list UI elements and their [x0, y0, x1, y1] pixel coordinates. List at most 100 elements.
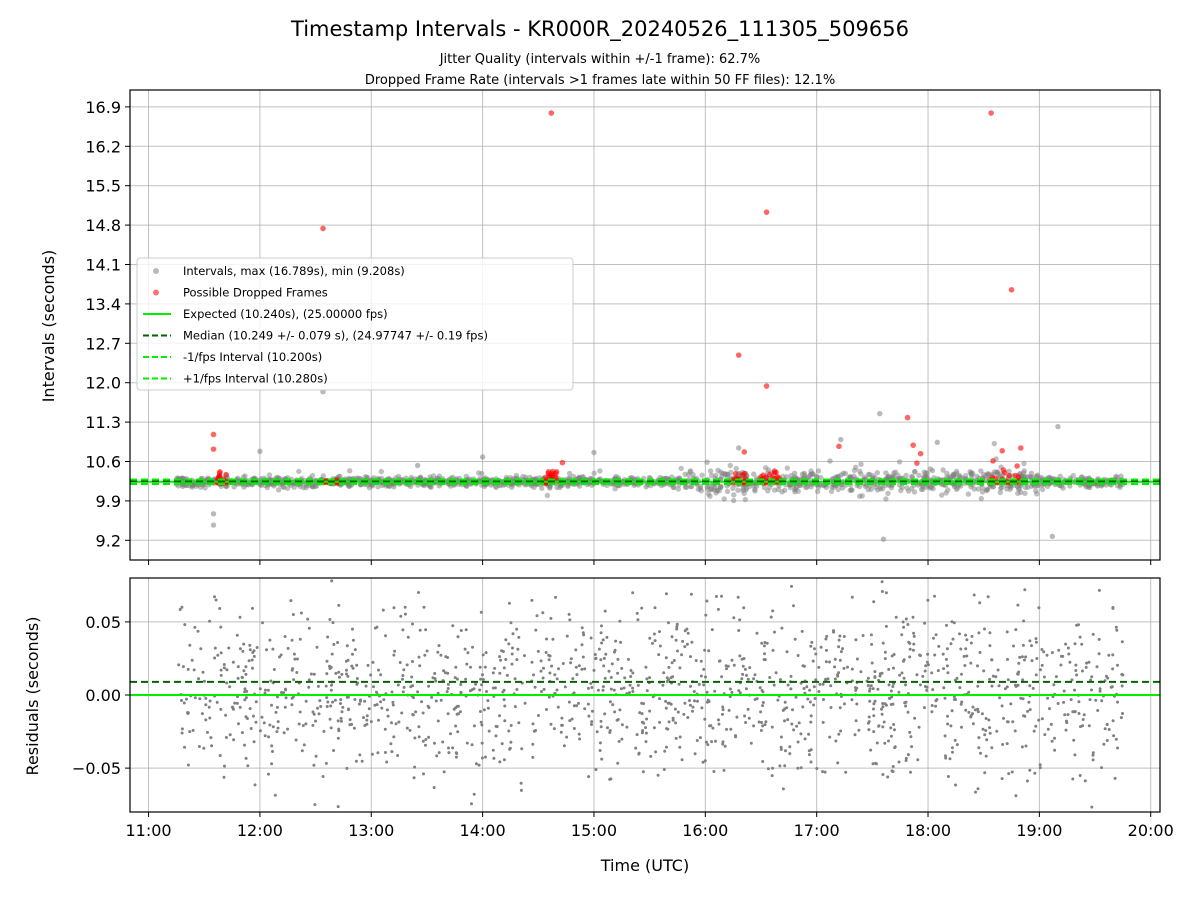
residual-point — [350, 722, 354, 726]
residual-point — [1116, 746, 1120, 750]
residual-point — [640, 731, 644, 735]
residual-point — [667, 665, 671, 669]
residual-point — [923, 669, 927, 673]
residual-point — [390, 690, 394, 694]
residual-point — [480, 723, 484, 727]
residual-point — [601, 688, 605, 692]
residual-point — [790, 722, 794, 726]
residual-point — [345, 766, 349, 770]
interval-point — [885, 490, 891, 497]
residual-point — [1074, 669, 1078, 672]
interval-point — [664, 475, 670, 481]
top-ytick-label-0: 9.2 — [96, 531, 121, 550]
residual-point — [965, 654, 969, 658]
residual-point — [946, 671, 950, 675]
interval-point — [847, 487, 853, 493]
residual-point — [642, 702, 646, 706]
dropped-frame-point — [910, 442, 916, 448]
residual-point — [252, 740, 256, 744]
interval-point — [912, 469, 918, 475]
residual-point — [776, 698, 780, 702]
residual-point — [470, 743, 474, 747]
residual-point — [421, 739, 425, 743]
residual-point — [869, 748, 873, 752]
top-ytick-label-8: 14.8 — [85, 216, 121, 235]
interval-point — [927, 466, 933, 472]
residual-point — [610, 662, 614, 666]
residual-point — [976, 707, 980, 711]
residual-point — [730, 658, 734, 662]
residual-point — [547, 653, 551, 657]
interval-point — [934, 439, 940, 446]
residual-point — [1107, 653, 1111, 657]
residual-point — [222, 663, 226, 666]
residual-point — [960, 725, 963, 729]
residual-point — [582, 633, 586, 637]
residual-point — [1087, 724, 1091, 728]
residual-point — [930, 704, 934, 707]
interval-point — [1049, 533, 1056, 540]
residual-point — [433, 741, 436, 745]
residual-point — [871, 762, 875, 766]
residual-point — [763, 652, 766, 656]
residual-point — [251, 651, 255, 654]
residual-point — [953, 738, 957, 742]
residual-point — [728, 687, 732, 691]
residual-point — [877, 724, 881, 728]
residual-point — [377, 718, 380, 722]
residual-point — [366, 663, 370, 667]
residual-point — [675, 625, 679, 629]
interval-point — [782, 487, 788, 493]
residual-point — [763, 641, 767, 644]
residual-point — [857, 728, 861, 732]
residual-point — [248, 707, 252, 711]
interval-point — [892, 469, 899, 475]
residual-point — [806, 697, 810, 701]
residual-point — [676, 649, 679, 653]
residual-point — [225, 668, 229, 672]
residual-point — [193, 696, 197, 700]
interval-point — [242, 473, 248, 479]
residual-point — [832, 630, 836, 634]
residual-point — [755, 631, 759, 635]
residual-point — [1012, 644, 1015, 648]
residual-point — [186, 667, 190, 671]
interval-point — [721, 496, 727, 502]
residual-point — [918, 654, 922, 658]
residual-point — [748, 666, 752, 670]
residual-point — [870, 642, 874, 646]
residual-point — [292, 678, 296, 682]
residual-point — [1024, 655, 1028, 659]
residual-point — [705, 599, 709, 603]
residual-point — [508, 747, 512, 751]
interval-point — [733, 465, 739, 472]
residual-point — [1005, 630, 1009, 634]
residual-point — [541, 676, 545, 680]
residual-point — [427, 735, 431, 739]
residual-point — [854, 638, 858, 642]
residual-point — [946, 722, 950, 726]
residual-point — [1045, 653, 1049, 657]
residual-point — [981, 727, 985, 731]
residual-point — [435, 754, 439, 758]
residual-point — [298, 710, 302, 714]
residual-point — [765, 641, 769, 645]
dropped-frame-point — [223, 471, 229, 478]
residual-point — [616, 761, 620, 765]
residual-point — [1111, 653, 1115, 657]
residual-point — [620, 723, 624, 727]
residual-point — [369, 720, 373, 724]
residual-point — [495, 725, 499, 728]
residual-point — [275, 705, 279, 709]
residual-point — [911, 615, 915, 619]
residual-point — [355, 663, 359, 667]
intervals-panel: 9.29.910.611.312.012.713.414.114.815.516… — [85, 89, 1161, 565]
residual-point — [616, 718, 620, 721]
top-ytick-label-3: 11.3 — [85, 413, 121, 432]
residual-point — [946, 714, 949, 718]
residual-point — [995, 729, 999, 733]
residual-point — [741, 664, 745, 668]
residual-point — [1066, 713, 1070, 717]
residual-point — [661, 683, 665, 687]
residual-point — [645, 689, 649, 693]
